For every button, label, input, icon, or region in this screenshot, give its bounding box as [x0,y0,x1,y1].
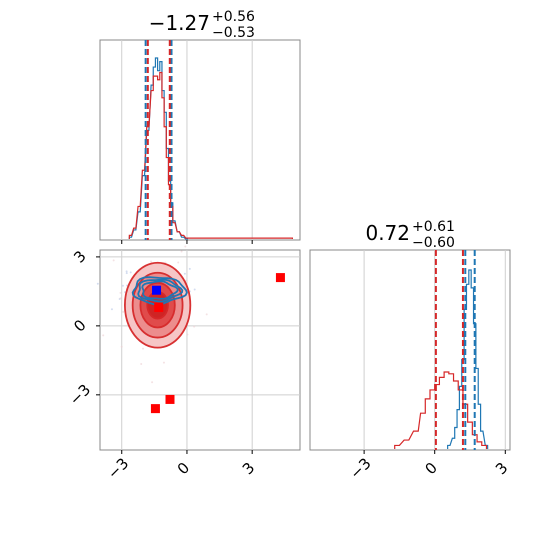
panel-frame [99,39,301,241]
scatter-point [162,361,165,364]
scatter-point [96,282,99,285]
title-value-2: 0.72 [365,221,410,245]
scatter-point [193,288,196,291]
scatter-point [140,363,143,366]
scatter-point [125,270,128,273]
scatter-point [177,261,180,264]
y-tick-label: −3 [66,381,94,409]
x-tick-label: −3 [346,454,374,482]
scatter-point [125,272,128,275]
x-tick-label: 3 [239,459,258,478]
contour-blue-1 [137,278,184,303]
title-minus-2: −0.60 [412,235,455,251]
x-tick-label: 3 [492,459,511,478]
histogram-series-1 [128,71,293,239]
x-tick-label: 0 [174,459,193,478]
scatter-point [180,250,183,253]
contour-blue-2 [141,280,179,300]
scatter-point [110,308,113,311]
panel-bottom-left-contour: −3 0 3 3 0 −3 [66,245,301,483]
marker-2 [275,273,285,283]
scatter-point [186,333,189,336]
y-tick-label: 3 [70,247,89,266]
scatter-point [122,310,125,313]
scatter-point [188,267,191,270]
title-value-1: −1.27 [149,11,210,35]
scatter-point [142,347,145,350]
title-minus-1: −0.53 [212,25,255,41]
panel-top-left-histogram: −1.27 +0.56 −0.53 [99,9,301,244]
x-tick-label: −3 [104,454,132,482]
scatter-point [150,260,153,263]
scatter-point [102,334,105,337]
scatter-point [151,381,154,384]
scatter-point [119,291,122,294]
title-plus-1: +0.56 [212,9,255,25]
marker-3 [165,394,175,404]
scatter-point [120,345,123,348]
scatter-point [183,272,186,275]
scatter-point [119,297,122,300]
panel-frame [99,249,301,451]
histogram-series-0 [447,269,489,449]
x-tick-label: 0 [421,459,440,478]
marker-4 [150,404,160,414]
scatter-point [205,313,208,316]
scatter-point [193,325,196,328]
panel-bottom-right-histogram: −3 0 3 0.72 +0.61 −0.60 [309,219,511,483]
contour-blue-0 [131,276,188,306]
title-plus-2: +0.61 [412,219,455,235]
scatter-point [112,259,115,262]
panel-frame [309,249,511,451]
marker-1 [154,302,164,312]
scatter-point [121,284,124,287]
y-tick-label: 0 [70,316,89,335]
histogram-series-1 [394,371,488,449]
scatter-point [184,245,187,248]
marker-0 [152,285,162,295]
scatter-point [129,271,132,274]
